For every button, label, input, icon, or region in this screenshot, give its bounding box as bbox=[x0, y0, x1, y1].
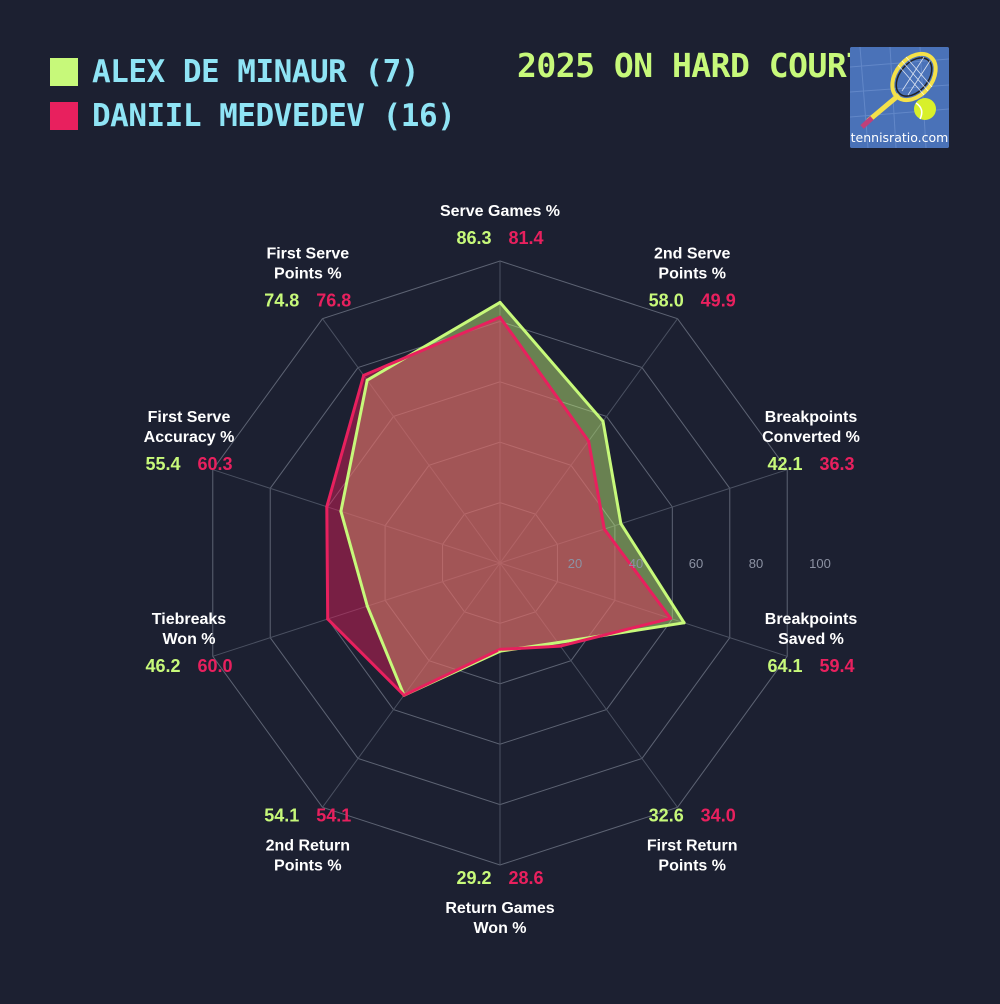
axis-group-7: 2nd Return Points % 54.1 54.1 bbox=[264, 806, 351, 875]
series-2-point-2 bbox=[587, 439, 591, 443]
tick-label-20: 20 bbox=[568, 556, 582, 571]
series-1-point-5 bbox=[556, 641, 560, 645]
grid-spoke-10 bbox=[322, 318, 501, 564]
series-1-point-4 bbox=[682, 621, 686, 625]
data-label-series-1-axis-6: 29.2 bbox=[456, 868, 491, 888]
data-label-series-1-axis-7: 54.1 bbox=[264, 806, 299, 826]
data-label-series-1-axis-4: 64.1 bbox=[767, 656, 802, 676]
axis-label-7-line-1: 2nd Return bbox=[266, 838, 350, 855]
legend: ALEX DE MINAUR (7) DANIIL MEDVEDEV (16) bbox=[50, 50, 456, 138]
legend-item-medvedev: DANIIL MEDVEDEV (16) bbox=[50, 94, 456, 138]
data-label-series-1-axis-2: 58.0 bbox=[649, 291, 684, 311]
data-label-series-1-axis-5: 32.6 bbox=[649, 806, 684, 826]
data-label-series-2-axis-7: 54.1 bbox=[316, 806, 351, 826]
legend-swatch-medvedev bbox=[50, 102, 78, 130]
axis-label-10-line-1: First Serve bbox=[266, 246, 349, 263]
tick-label-60: 60 bbox=[689, 556, 703, 571]
axis-label-2-line-2: Points % bbox=[658, 266, 726, 283]
series-2-point-7 bbox=[402, 693, 406, 697]
axis-label-2-line-1: 2nd Serve bbox=[654, 246, 731, 263]
axis-group-1: Serve Games % 86.3 81.4 bbox=[440, 203, 560, 248]
series-1-point-2 bbox=[601, 419, 605, 423]
legend-swatch-de-minaur bbox=[50, 58, 78, 86]
axis-label-8-line-2: Won % bbox=[162, 631, 215, 648]
axis-label-9-line-2: Accuracy % bbox=[144, 429, 235, 446]
series-1-point-9 bbox=[339, 509, 343, 513]
grid-spoke-3 bbox=[499, 469, 788, 564]
axis-label-4-line-2: Saved % bbox=[778, 631, 844, 648]
axis-label-6-line-1: Return Games bbox=[445, 900, 554, 917]
series-2-point-1 bbox=[498, 315, 502, 319]
data-label-series-2-axis-1: 81.4 bbox=[508, 228, 543, 248]
axis-group-6: Return Games Won % 29.2 28.6 bbox=[445, 868, 554, 937]
axis-label-8-line-1: Tiebreaks bbox=[152, 611, 227, 628]
data-label-series-2-axis-3: 36.3 bbox=[819, 454, 854, 474]
series-2-point-6 bbox=[498, 647, 502, 651]
series-2-point-4 bbox=[669, 616, 673, 620]
data-label-series-1-axis-9: 55.4 bbox=[145, 454, 180, 474]
data-label-series-2-axis-10: 76.8 bbox=[316, 291, 351, 311]
axis-label-9-line-1: First Serve bbox=[148, 409, 231, 426]
axis-label-3-line-2: Converted % bbox=[762, 429, 860, 446]
series-area-1 bbox=[340, 302, 685, 696]
series-2-point-9 bbox=[325, 505, 329, 509]
series-1-point-10 bbox=[365, 378, 369, 382]
data-label-series-2-axis-4: 59.4 bbox=[819, 656, 854, 676]
data-label-series-1-axis-3: 42.1 bbox=[767, 454, 802, 474]
series-1-point-3 bbox=[619, 522, 623, 526]
axis-group-9: First Serve Accuracy % 55.4 60.3 bbox=[144, 409, 235, 474]
series-1-point-8 bbox=[365, 604, 369, 608]
data-label-series-1-axis-1: 86.3 bbox=[456, 228, 491, 248]
axis-label-3-line-1: Breakpoints bbox=[765, 409, 858, 426]
legend-label-de-minaur: ALEX DE MINAUR (7) bbox=[92, 54, 419, 90]
data-label-series-1-axis-8: 46.2 bbox=[145, 656, 180, 676]
legend-label-medvedev: DANIIL MEDVEDEV (16) bbox=[92, 98, 456, 134]
axis-label-7-line-2: Points % bbox=[274, 858, 342, 875]
data-label-series-2-axis-2: 49.9 bbox=[701, 291, 736, 311]
axis-label-5-line-1: First Return bbox=[647, 838, 738, 855]
axis-group-2: 2nd Serve Points % 58.0 49.9 bbox=[649, 246, 736, 311]
series-2-point-10 bbox=[362, 373, 366, 377]
tick-label-40: 40 bbox=[629, 556, 643, 571]
axis-label-5-line-2: Points % bbox=[658, 858, 726, 875]
tennis-racket-ball-icon bbox=[850, 47, 949, 148]
legend-item-de-minaur: ALEX DE MINAUR (7) bbox=[50, 50, 455, 94]
axis-label-1-line-1: Serve Games % bbox=[440, 203, 560, 220]
axis-group-8: Tiebreaks Won % 46.2 60.0 bbox=[145, 611, 232, 676]
series-2-point-5 bbox=[558, 644, 562, 648]
series-1-point-1 bbox=[498, 300, 502, 304]
grid-spoke-9 bbox=[212, 469, 501, 564]
tick-label-80: 80 bbox=[749, 556, 763, 571]
axis-group-4: Breakpoints Saved % 64.1 59.4 bbox=[765, 611, 858, 676]
grid-spoke-7 bbox=[322, 562, 501, 808]
axis-label-6-line-2: Won % bbox=[473, 920, 526, 937]
grid-spoke-8 bbox=[212, 562, 501, 657]
data-label-series-2-axis-6: 28.6 bbox=[508, 868, 543, 888]
series-area-2 bbox=[326, 317, 671, 696]
data-label-series-1-axis-10: 74.8 bbox=[264, 291, 299, 311]
axis-group-3: Breakpoints Converted % 42.1 36.3 bbox=[762, 409, 860, 474]
axis-group-10: First Serve Points % 74.8 76.8 bbox=[264, 246, 351, 311]
data-label-series-2-axis-8: 60.0 bbox=[197, 656, 232, 676]
series-2-point-3 bbox=[602, 527, 606, 531]
axis-group-5: First Return Points % 32.6 34.0 bbox=[647, 806, 738, 875]
data-label-series-2-axis-5: 34.0 bbox=[701, 806, 736, 826]
logo-text: tennisratio.com bbox=[850, 130, 949, 145]
tennisratio-logo[interactable]: tennisratio.com bbox=[850, 47, 949, 148]
chart-subtitle: 2025 ON HARD COURTS bbox=[517, 46, 886, 85]
tick-label-100: 100 bbox=[809, 556, 831, 571]
axis-label-4-line-1: Breakpoints bbox=[765, 611, 858, 628]
grid-spoke-4 bbox=[499, 562, 788, 657]
grid-spoke-5 bbox=[499, 562, 678, 808]
axis-label-10-line-2: Points % bbox=[274, 266, 342, 283]
data-label-series-2-axis-9: 60.3 bbox=[197, 454, 232, 474]
series-2-point-8 bbox=[326, 617, 330, 621]
